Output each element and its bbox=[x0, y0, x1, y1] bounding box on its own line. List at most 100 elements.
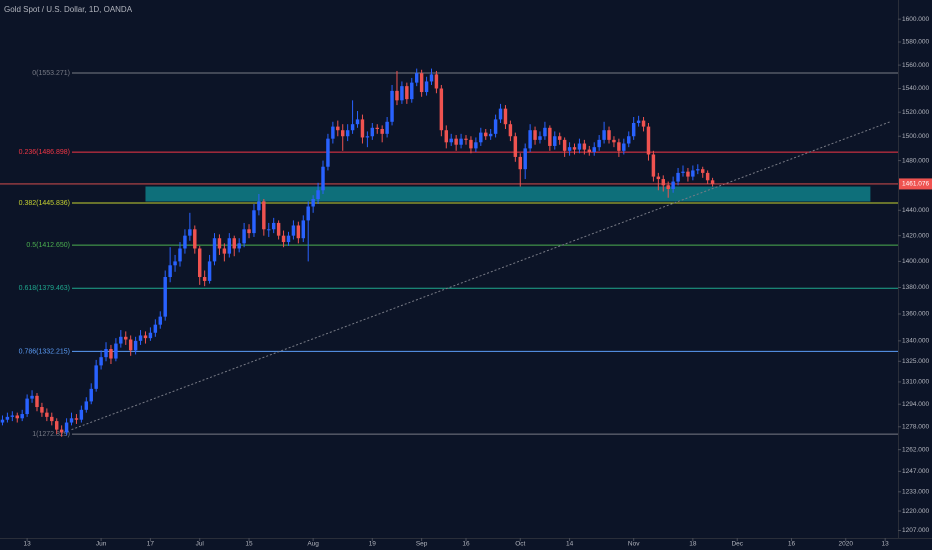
candle-body bbox=[35, 395, 39, 408]
candle-body bbox=[114, 343, 118, 359]
candle-body bbox=[631, 122, 636, 137]
x-tick-label: Nov bbox=[628, 541, 640, 548]
y-tick-label: 1440.000 bbox=[902, 207, 929, 214]
candle-body bbox=[365, 136, 370, 138]
candle-body bbox=[405, 86, 409, 100]
candle-body bbox=[271, 222, 276, 230]
candle-body bbox=[503, 108, 508, 125]
candle-body bbox=[464, 138, 468, 140]
candle-body bbox=[488, 133, 493, 137]
candle-body bbox=[316, 190, 320, 199]
candle-body bbox=[168, 265, 172, 278]
y-tick-label: 1325.000 bbox=[902, 358, 929, 365]
candle-body bbox=[607, 130, 611, 140]
candle-body bbox=[553, 136, 557, 146]
candle-body bbox=[232, 238, 236, 249]
candle-body bbox=[587, 149, 592, 153]
candle-body bbox=[311, 198, 315, 207]
y-tick-label: 1220.000 bbox=[902, 508, 929, 515]
candle-body bbox=[64, 422, 69, 433]
candle-body bbox=[380, 129, 384, 134]
candle-body bbox=[20, 414, 24, 419]
candle-body bbox=[247, 229, 251, 234]
y-tick-label: 1247.000 bbox=[902, 468, 929, 475]
candle-body bbox=[350, 124, 355, 131]
candle-body bbox=[641, 120, 646, 127]
trendline bbox=[71, 121, 891, 431]
fib-level-label: 0(1553.271) bbox=[32, 70, 70, 77]
candle-body bbox=[143, 335, 148, 339]
fib-level-label: 0.236(1486.898) bbox=[19, 149, 70, 156]
candle-body bbox=[0, 419, 5, 423]
candle-body bbox=[84, 401, 89, 410]
candle-body bbox=[267, 229, 271, 231]
candle-body bbox=[528, 130, 532, 149]
y-tick-label: 1520.000 bbox=[902, 109, 929, 116]
candle-body bbox=[331, 126, 335, 139]
candle-body bbox=[548, 127, 552, 146]
candle-body bbox=[15, 415, 19, 419]
x-tick-label: 15 bbox=[245, 541, 253, 548]
candle-body bbox=[326, 138, 330, 167]
candle-body bbox=[390, 90, 394, 122]
x-tick-label: 19 bbox=[369, 541, 377, 548]
candle-body bbox=[202, 277, 207, 281]
candle-body bbox=[627, 136, 631, 144]
candle-body bbox=[5, 416, 10, 420]
candle-body bbox=[119, 336, 123, 344]
candle-body bbox=[59, 429, 64, 433]
candle-body bbox=[508, 124, 513, 137]
axes: 1600.000 1580.000 1560.000 1540.000 1520.000… bbox=[24, 16, 932, 548]
candle-body bbox=[69, 418, 74, 423]
candle-body bbox=[296, 225, 301, 239]
y-tick-label: 1262.000 bbox=[902, 446, 929, 453]
x-tick-label: 13 bbox=[882, 541, 890, 548]
x-tick-label: Jun bbox=[96, 541, 107, 548]
candle-body bbox=[454, 138, 458, 145]
candle-body bbox=[474, 142, 478, 149]
fib-level-label: 0.382(1445.836) bbox=[19, 200, 70, 207]
candle-body bbox=[459, 138, 463, 145]
candle-body bbox=[25, 398, 29, 415]
candle-body bbox=[291, 225, 296, 236]
y-tick-label: 1580.000 bbox=[902, 39, 929, 46]
candle-body bbox=[543, 127, 547, 137]
y-tick-label: 1278.000 bbox=[902, 424, 929, 431]
candle-body bbox=[567, 147, 572, 151]
candle-body bbox=[133, 340, 138, 351]
candle-body bbox=[104, 348, 108, 358]
candles bbox=[0, 68, 715, 437]
candle-body bbox=[173, 261, 177, 266]
x-tick-label: Aug bbox=[307, 541, 319, 548]
y-tick-label: 1420.000 bbox=[902, 232, 929, 239]
drawings: 0(1553.271) 0.236(1486.898) 0.382(1445.836… bbox=[0, 70, 898, 438]
candle-body bbox=[602, 130, 606, 140]
candle-body bbox=[700, 169, 705, 173]
candle-body bbox=[498, 108, 503, 120]
last-price-box bbox=[899, 178, 932, 190]
candle-body bbox=[99, 357, 103, 366]
candle-body bbox=[676, 172, 680, 182]
candle-body bbox=[617, 142, 621, 151]
candle-body bbox=[153, 324, 158, 333]
candle-body bbox=[681, 171, 685, 173]
candle-body bbox=[281, 235, 286, 243]
x-tick-label: 17 bbox=[147, 541, 155, 548]
candle-body bbox=[217, 238, 222, 249]
candle-body bbox=[257, 201, 261, 211]
y-tick-label: 1500.000 bbox=[902, 133, 929, 140]
candle-body bbox=[124, 336, 128, 340]
candle-body bbox=[691, 170, 695, 177]
candle-body bbox=[89, 388, 93, 402]
candle-body bbox=[286, 235, 291, 243]
candle-body bbox=[79, 409, 84, 420]
candle-body bbox=[513, 136, 518, 157]
candle-body bbox=[252, 210, 256, 234]
candle-body bbox=[696, 169, 700, 171]
candle-body bbox=[493, 119, 498, 134]
candle-body bbox=[572, 147, 577, 150]
candle-body bbox=[518, 156, 522, 170]
x-tick-label: 16 bbox=[788, 541, 796, 548]
candle-body bbox=[148, 332, 153, 339]
